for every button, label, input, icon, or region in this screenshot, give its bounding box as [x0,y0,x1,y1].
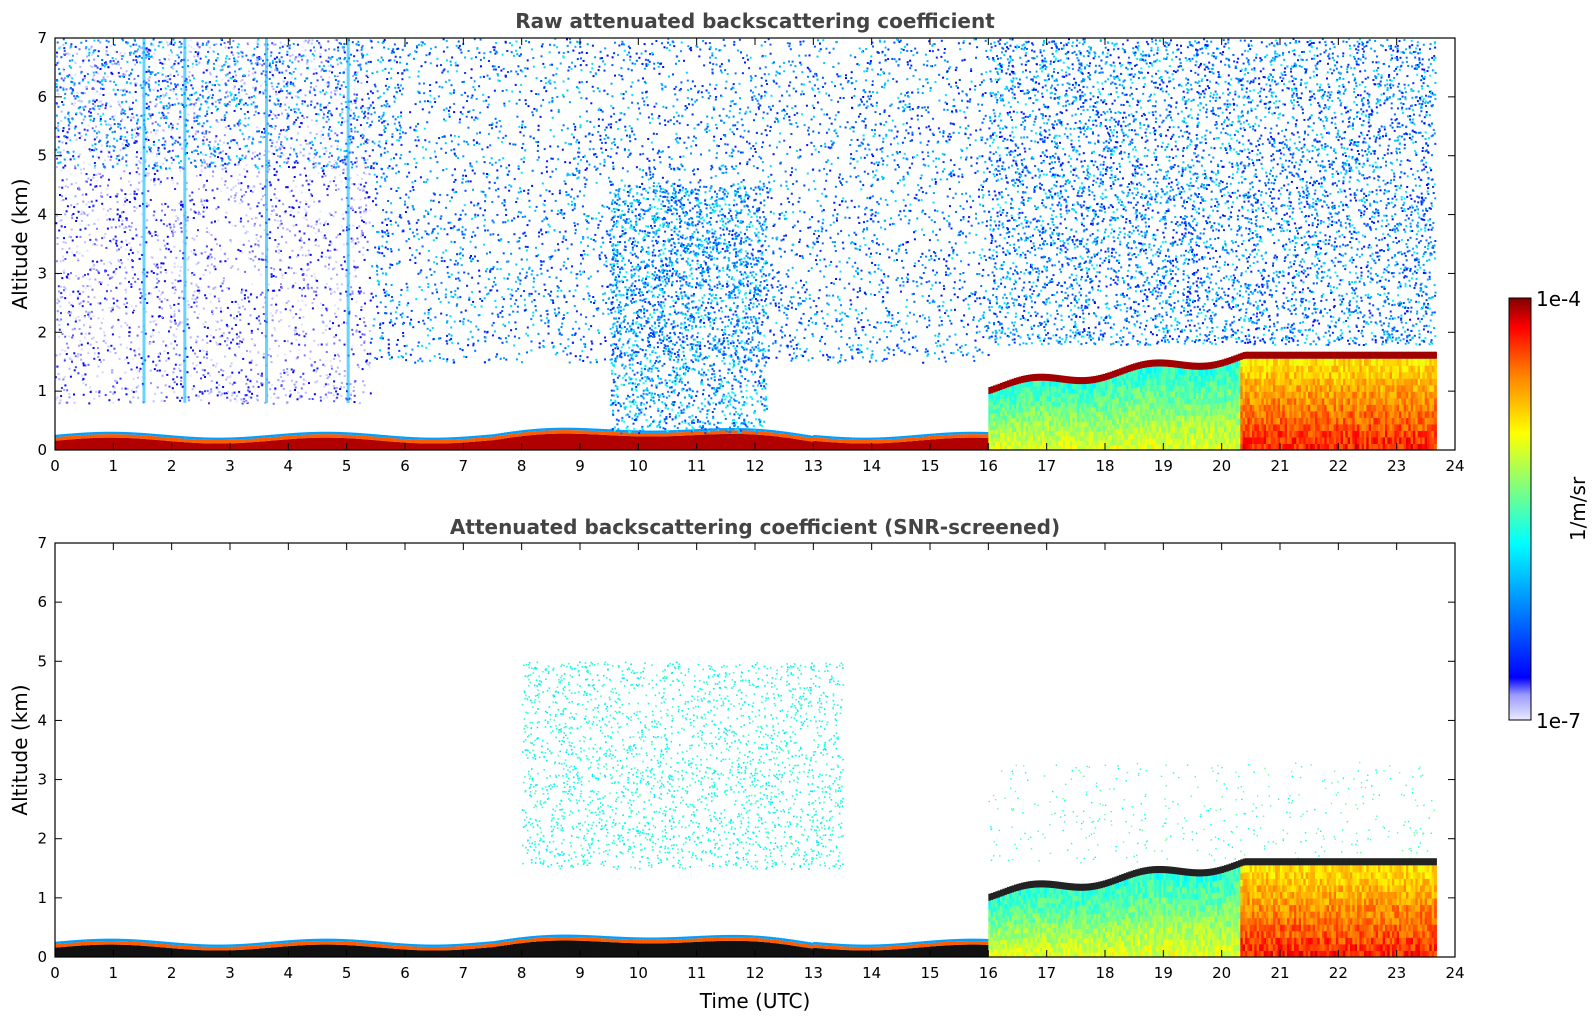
x-tick-label: 21 [1270,964,1289,982]
x-tick-label: 4 [284,964,294,982]
chart-title: Raw attenuated backscattering coefficien… [515,9,995,33]
y-tick-label: 7 [37,534,47,552]
y-tick-label: 0 [37,441,47,459]
y-tick-label: 5 [37,147,47,165]
x-tick-label: 8 [517,964,527,982]
colorbar: 1e-4 1e-7 1/m/sr [1508,287,1590,733]
y-tick-label: 4 [37,206,47,224]
x-tick-label: 2 [167,457,177,475]
x-tick-label: 20 [1212,964,1231,982]
x-tick-label: 22 [1329,457,1348,475]
heatmap-area [55,38,1437,450]
y-tick-label: 2 [37,323,47,341]
colorbar-max-label: 1e-4 [1536,287,1581,311]
x-tick-label: 16 [979,964,998,982]
y-axis-label: Altitude (km) [8,178,32,309]
x-tick-label: 5 [342,457,352,475]
x-tick-label: 24 [1445,457,1464,475]
x-tick-label: 17 [1037,457,1056,475]
x-tick-label: 20 [1212,457,1231,475]
x-tick-label: 2 [167,964,177,982]
x-tick-label: 3 [225,457,235,475]
streak [142,38,146,403]
x-tick-label: 5 [342,964,352,982]
y-axis: 0 1 2 3 4 5 6 7 [37,534,1455,966]
x-tick-label: 0 [50,964,60,982]
x-tick-label: 18 [1095,964,1114,982]
x-tick-label: 7 [459,457,469,475]
y-tick-label: 1 [37,889,47,907]
x-tick-label: 19 [1154,457,1173,475]
y-tick-label: 5 [37,652,47,670]
noise-field [521,661,845,870]
y-tick-label: 0 [37,948,47,966]
x-tick-label: 4 [284,457,294,475]
x-tick-label: 14 [862,964,881,982]
x-tick-label: 0 [50,457,60,475]
x-tick-label: 13 [804,964,823,982]
y-axis: 0 1 2 3 4 5 6 7 [37,29,1455,459]
x-tick-label: 3 [225,964,235,982]
x-tick-label: 12 [745,964,764,982]
streak [346,38,350,403]
y-tick-label: 1 [37,382,47,400]
y-axis-label: Altitude (km) [8,684,32,815]
x-tick-label: 10 [629,457,648,475]
noise-field [988,38,1437,347]
y-tick-label: 4 [37,711,47,729]
x-tick-label: 23 [1387,457,1406,475]
x-tick-label: 19 [1154,964,1173,982]
x-tick-label: 13 [804,457,823,475]
x-axis: 0 1 2 3 4 5 6 7 8 9 10 11 12 13 14 15 16 17 18 19 20 21 22 23 24 [50,38,1465,475]
x-tick-label: 17 [1037,964,1056,982]
x-tick-label: 22 [1329,964,1348,982]
x-tick-label: 10 [629,964,648,982]
y-tick-label: 3 [37,264,47,282]
streak [265,38,268,403]
x-tick-label: 24 [1445,964,1464,982]
surface-layer [55,934,989,957]
x-tick-label: 6 [400,457,410,475]
boundary-layer [988,351,1437,450]
colorbar-min-label: 1e-7 [1536,709,1581,733]
x-tick-label: 9 [575,457,585,475]
x-tick-label: 18 [1095,457,1114,475]
y-tick-label: 3 [37,771,47,789]
x-tick-label: 1 [109,964,119,982]
chart-title: Attenuated backscattering coefficient (S… [450,515,1060,539]
noise-field [609,185,769,435]
heatmap-area [55,661,1437,957]
x-tick-label: 16 [979,457,998,475]
x-tick-label: 12 [745,457,764,475]
x-tick-label: 6 [400,964,410,982]
x-tick-label: 1 [109,457,119,475]
colorbar-gradient [1508,297,1532,721]
x-tick-label: 21 [1270,457,1289,475]
surface-layer [55,427,989,450]
y-tick-label: 6 [37,88,47,106]
x-tick-label: 7 [459,964,469,982]
x-tick-label: 9 [575,964,585,982]
y-tick-label: 2 [37,830,47,848]
x-tick-label: 11 [687,964,706,982]
panel-raw: Raw attenuated backscattering coefficien… [8,9,1465,475]
noise-field [55,39,372,405]
y-tick-label: 6 [37,593,47,611]
x-tick-label: 15 [920,457,939,475]
streak [183,38,187,403]
panel-screened: Attenuated backscattering coefficient (S… [8,515,1465,1013]
boundary-layer [988,858,1437,957]
x-tick-label: 11 [687,457,706,475]
noise-field [370,38,991,364]
colorbar-unit-label: 1/m/sr [1566,476,1590,541]
x-tick-label: 14 [862,457,881,475]
x-tick-label: 8 [517,457,527,475]
x-tick-label: 15 [920,964,939,982]
y-tick-label: 7 [37,29,47,47]
noise-field [988,761,1436,864]
x-tick-label: 23 [1387,964,1406,982]
x-axis-label: Time (UTC) [699,989,811,1013]
x-axis: 0 1 2 3 4 5 6 7 8 9 10 11 12 13 14 15 16 17 18 19 20 21 22 23 24 [50,543,1465,982]
